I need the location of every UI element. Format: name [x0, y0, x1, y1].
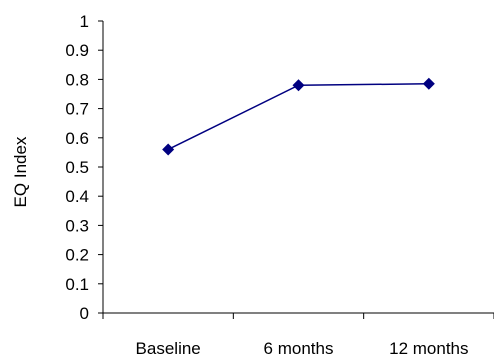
data-point: [162, 143, 175, 156]
series-layer: [162, 77, 435, 156]
data-point: [422, 77, 435, 90]
x-axis-ticks: Baseline 6 months 12 months: [102, 313, 494, 358]
x-tick-label: 12 months: [389, 339, 468, 355]
y-tick-label: 0.9: [65, 41, 89, 60]
x-tick-label: 6 months: [264, 339, 334, 355]
y-tick-label: 0.8: [65, 70, 89, 89]
y-tick-label: 0: [80, 304, 89, 323]
y-axis-label: EQ Index: [11, 136, 30, 207]
y-tick-label: 0.7: [65, 100, 89, 119]
y-tick-label: 0.5: [65, 158, 89, 177]
series-line: [167, 83, 429, 151]
y-tick-label: 0.2: [65, 246, 89, 265]
x-tick-label: Baseline: [136, 339, 201, 355]
y-tick-label: 0.4: [65, 187, 89, 206]
y-axis-ticks: 0 0.1 0.2 0.3 0.4 0.5 0.6 0.7 0.8 0.9 1: [65, 12, 103, 323]
data-point: [292, 79, 305, 92]
y-tick-label: 1: [80, 12, 89, 31]
axes: [102, 21, 494, 314]
y-tick-label: 0.1: [65, 275, 89, 294]
y-tick-label: 0.6: [65, 129, 89, 148]
y-tick-label: 0.3: [65, 216, 89, 235]
